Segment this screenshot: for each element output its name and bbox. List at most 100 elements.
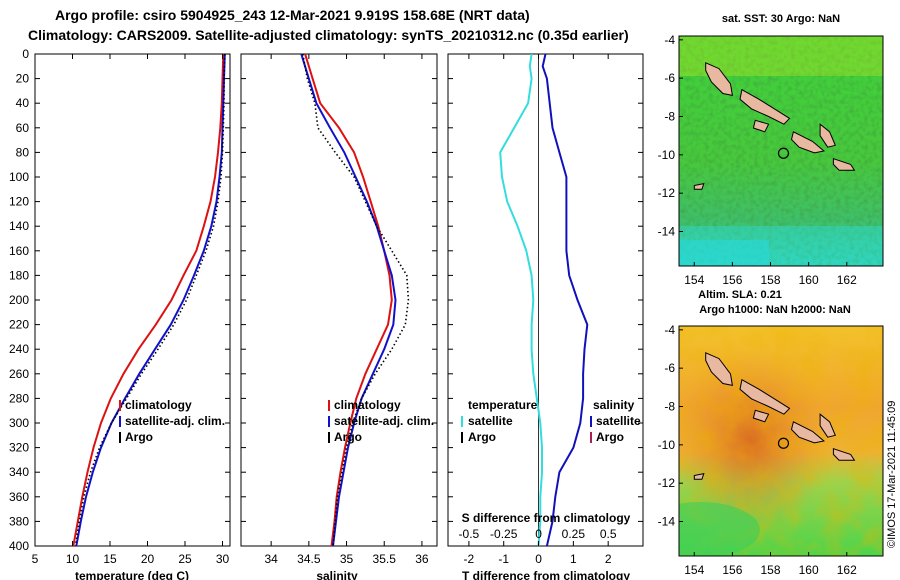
x-tick-label: 34 bbox=[264, 552, 278, 566]
map-y-tick-label: -14 bbox=[658, 515, 676, 529]
series-salinity-satellite bbox=[541, 54, 589, 546]
x2-tick-label: -0.5 bbox=[459, 527, 480, 541]
map-y-tick-label: -8 bbox=[664, 110, 675, 124]
depth-tick-label: 340 bbox=[9, 465, 29, 479]
temperature-xlabel: temperature (deg C) bbox=[75, 569, 189, 580]
island bbox=[693, 182, 705, 190]
depth-tick-label: 80 bbox=[16, 145, 30, 159]
x-tick-label: 15 bbox=[103, 552, 117, 566]
sst-map-title: sat. SST: 30 Argo: NaN bbox=[722, 13, 840, 25]
island bbox=[832, 158, 856, 171]
legend-title-salinity: salinity bbox=[593, 398, 635, 412]
sla-map-title-1: Altim. SLA: 0.21 bbox=[698, 289, 782, 301]
map-y-tick-label: -12 bbox=[658, 476, 676, 490]
title-line-1: Argo profile: csiro 5904925_243 12-Mar-2… bbox=[55, 7, 530, 23]
depth-tick-label: 140 bbox=[9, 219, 29, 233]
map-y-tick-label: -6 bbox=[664, 71, 675, 85]
salinity-xlabel: salinity bbox=[316, 569, 358, 580]
map-x-tick-label: 156 bbox=[722, 273, 742, 287]
series-satellite-adj-clim- bbox=[75, 54, 226, 546]
legend-label: climatology bbox=[125, 398, 192, 412]
series-climatology bbox=[72, 54, 225, 546]
depth-tick-label: 200 bbox=[9, 293, 29, 307]
x-tick-label: 0 bbox=[535, 552, 542, 566]
land-islands bbox=[693, 352, 856, 480]
depth-tick-label: 300 bbox=[9, 416, 29, 430]
map-x-tick-label: 162 bbox=[837, 273, 857, 287]
series-satellite-adj-clim- bbox=[300, 54, 397, 546]
profile-location-marker bbox=[777, 147, 790, 159]
title-line-2: Climatology: CARS2009. Satellite-adjuste… bbox=[28, 27, 629, 43]
map-x-tick-label: 160 bbox=[799, 273, 819, 287]
legend-label: satellite bbox=[596, 414, 641, 428]
depth-tick-label: 280 bbox=[9, 391, 29, 405]
x-tick-label: 25 bbox=[178, 552, 192, 566]
sla-map-title-2: Argo h1000: NaN h2000: NaN bbox=[699, 304, 851, 316]
x-tick-label: 5 bbox=[32, 552, 39, 566]
depth-tick-label: 40 bbox=[16, 96, 30, 110]
difference-panel-frame bbox=[447, 53, 644, 547]
depth-tick-label: 320 bbox=[9, 441, 29, 455]
island bbox=[819, 413, 836, 438]
island bbox=[752, 409, 770, 423]
x-tick-label: -1 bbox=[498, 552, 509, 566]
map-x-tick-label: 154 bbox=[684, 563, 704, 577]
depth-tick-label: 240 bbox=[9, 342, 29, 356]
legend-label: Argo bbox=[125, 430, 153, 444]
depth-tick-label: 160 bbox=[9, 244, 29, 258]
depth-tick-label: 100 bbox=[9, 170, 29, 184]
land-islands bbox=[693, 62, 856, 190]
x-tick-label: 35.5 bbox=[373, 552, 397, 566]
depth-tick-label: 260 bbox=[9, 367, 29, 381]
map-y-tick-label: -6 bbox=[664, 361, 675, 375]
map-y-tick-label: -14 bbox=[658, 225, 676, 239]
x2-tick-label: 0.5 bbox=[600, 527, 617, 541]
x-tick-label: 36 bbox=[415, 552, 429, 566]
map-y-tick-label: -10 bbox=[658, 148, 676, 162]
legend-label: Argo bbox=[334, 430, 362, 444]
series-climatology bbox=[304, 54, 393, 546]
difference-x2label: S difference from climatology bbox=[462, 511, 631, 525]
sla-map bbox=[679, 326, 883, 556]
sla-map-frame bbox=[678, 325, 884, 557]
island bbox=[693, 472, 705, 480]
salinity-plot bbox=[300, 54, 410, 546]
profile-location-marker bbox=[777, 437, 790, 449]
salinity-legend: climatology satellite-adj. clim. Argo bbox=[328, 398, 434, 444]
sst-map bbox=[679, 36, 883, 266]
depth-tick-label: 0 bbox=[22, 47, 29, 61]
map-y-tick-label: -8 bbox=[664, 400, 675, 414]
series-temperature-satellite bbox=[499, 54, 543, 546]
island bbox=[790, 421, 826, 444]
x-tick-label: 1 bbox=[570, 552, 577, 566]
map-y-tick-label: -4 bbox=[664, 323, 675, 337]
island bbox=[739, 88, 791, 125]
island bbox=[752, 119, 770, 133]
difference-legend: temperature satellite Argo salinity sate… bbox=[461, 398, 641, 444]
depth-axis: 0 20 40 60 80 100 120 140 160 180 200 220 240 260 280 3… bbox=[9, 47, 29, 553]
legend-label: satellite bbox=[468, 414, 513, 428]
legend-title-temperature: temperature bbox=[468, 398, 538, 412]
map-x-tick-label: 160 bbox=[799, 563, 819, 577]
temperature-panel-frame bbox=[34, 53, 231, 547]
legend-label: Argo bbox=[468, 430, 496, 444]
series-argo bbox=[302, 54, 410, 546]
depth-tick-label: 360 bbox=[9, 490, 29, 504]
x-tick-label: -2 bbox=[464, 552, 475, 566]
map-y-tick-label: -10 bbox=[658, 438, 676, 452]
sst-map-axes: 154 156 158 160 162 -4 -6 -8 -10 -12 -14 bbox=[658, 33, 857, 287]
island bbox=[705, 62, 734, 97]
temperature-legend: climatology satellite-adj. clim. Argo bbox=[119, 398, 225, 444]
map-y-tick-label: -12 bbox=[658, 186, 676, 200]
x-tick-label: 30 bbox=[216, 552, 230, 566]
island bbox=[832, 448, 856, 461]
depth-tick-label: 60 bbox=[16, 121, 30, 135]
temperature-plot bbox=[72, 54, 226, 546]
island bbox=[819, 123, 836, 148]
axes-ticks: 5 10 15 20 25 30 34 34.5 35 35.5 36 -2 -1 0 1 2 -0.5 -0.2… bbox=[32, 53, 643, 566]
x-tick-label: 35 bbox=[340, 552, 354, 566]
depth-tick-label: 380 bbox=[9, 514, 29, 528]
x-tick-label: 20 bbox=[141, 552, 155, 566]
depth-tick-label: 220 bbox=[9, 318, 29, 332]
